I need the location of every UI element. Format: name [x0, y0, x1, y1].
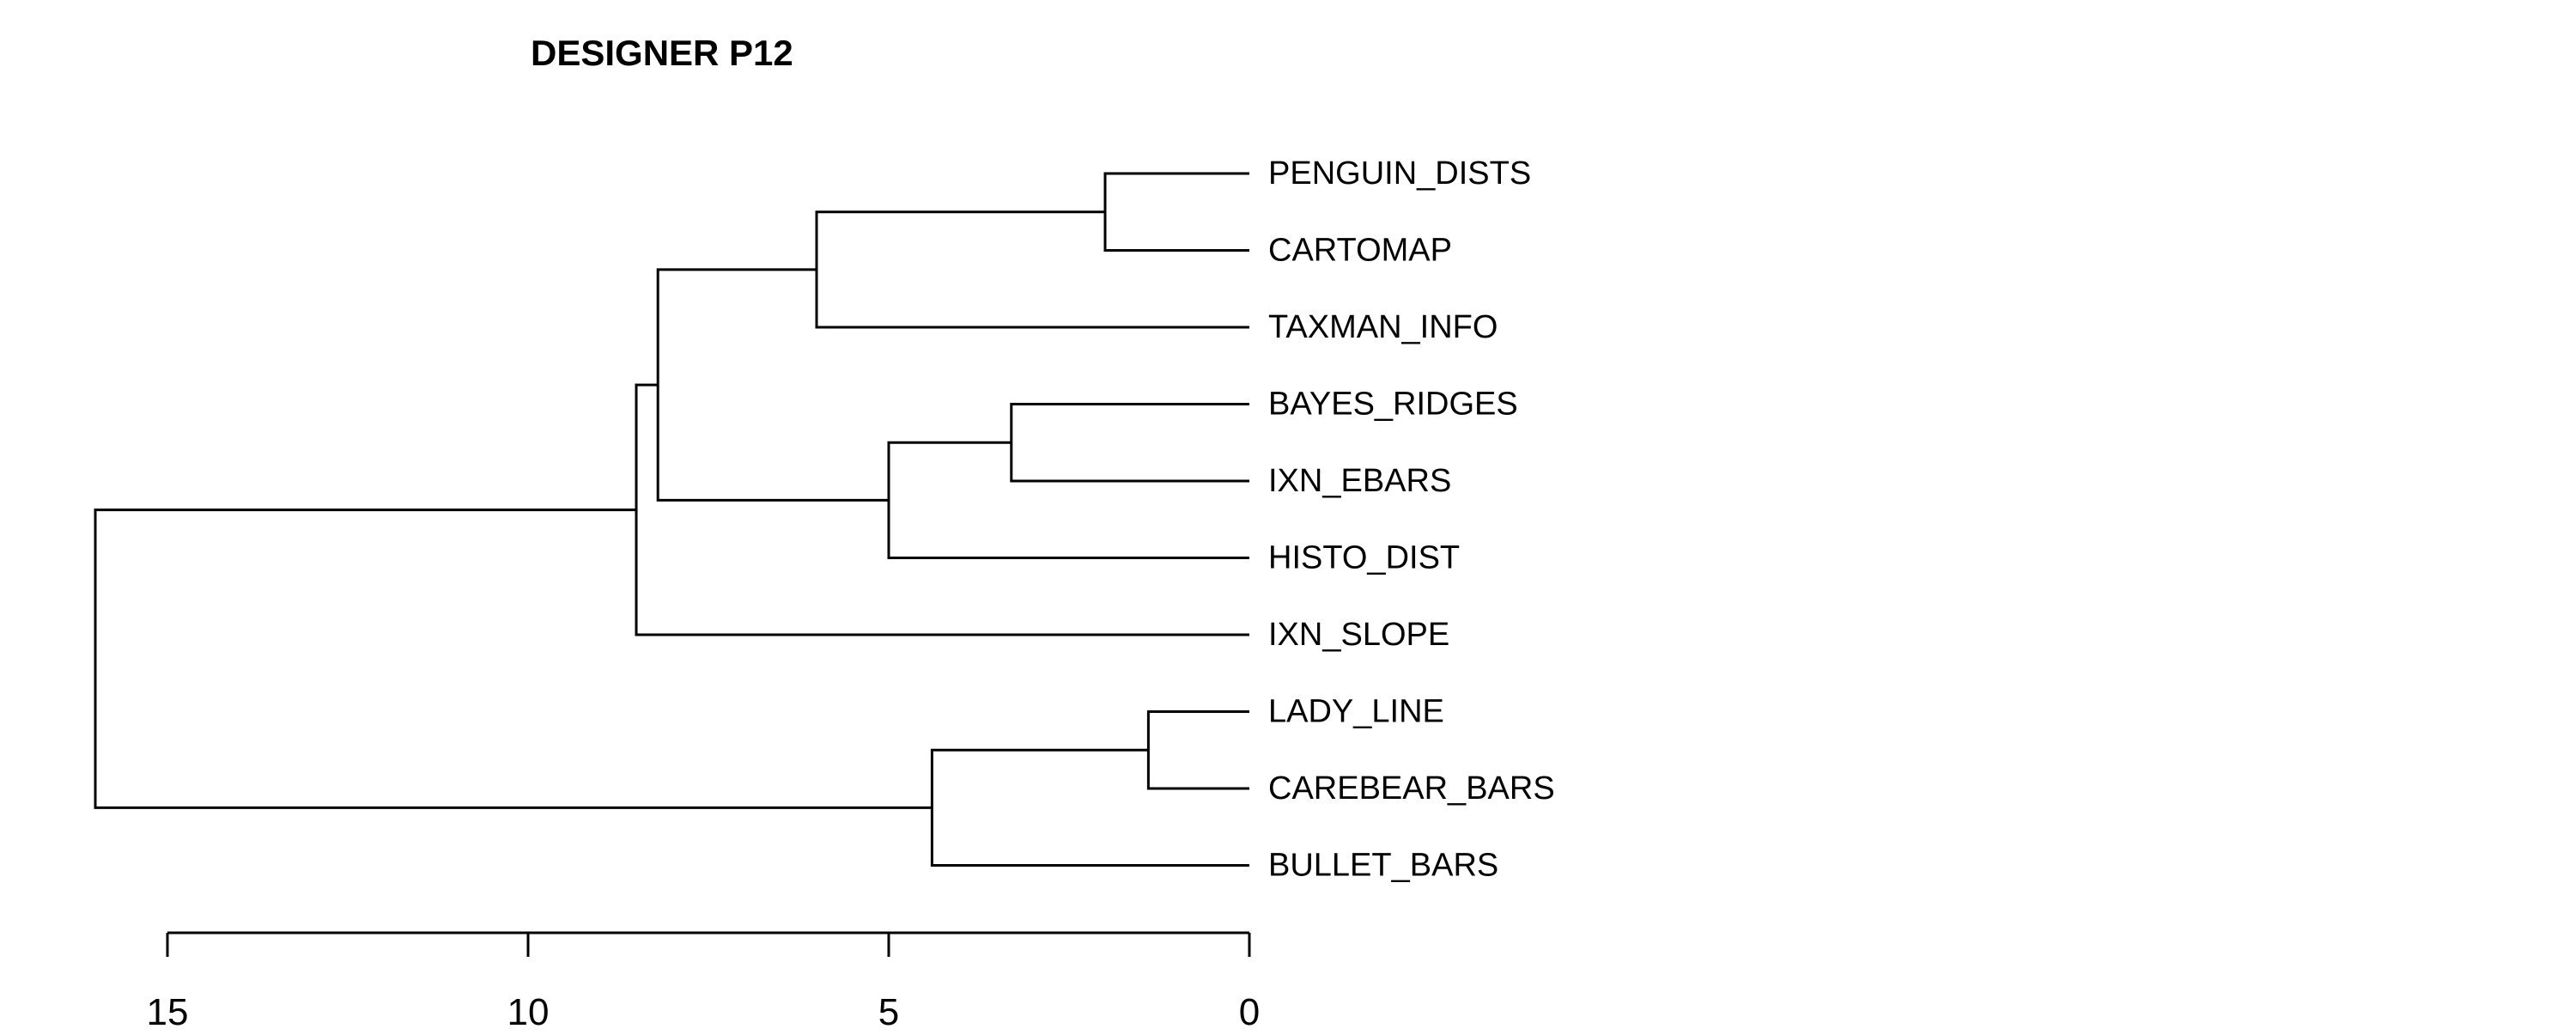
chart-title: DESIGNER P12 [531, 33, 793, 73]
axis-tick-label: 5 [878, 991, 899, 1031]
merge-link-m7 [1146, 710, 1249, 790]
merge-link-m3 [1010, 403, 1249, 483]
merge-link-m9 [94, 508, 933, 809]
leaf-label: HISTO_DIST [1268, 540, 1460, 576]
axis-tick-label: 0 [1239, 991, 1260, 1031]
merge-link-m1 [1103, 172, 1249, 252]
leaf-label: BAYES_RIDGES [1268, 387, 1518, 423]
merge-link-m5 [656, 268, 889, 502]
dendrogram-links [94, 172, 1249, 867]
leaf-label: PENGUIN_DISTS [1268, 155, 1531, 192]
height-axis: 15 10 5 0 [147, 931, 1260, 1033]
leaf-label: CARTOMAP [1268, 233, 1452, 269]
merge-link-m6 [635, 383, 1249, 636]
merge-link-m8 [930, 748, 1249, 867]
leaf-label: LADY_LINE [1268, 694, 1444, 730]
leaf-labels: PENGUIN_DISTS CARTOMAP TAXMAN_INFO BAYES_RI… [1268, 155, 1555, 884]
leaf-label: CAREBEAR_BARS [1268, 770, 1555, 807]
merge-link-m4 [887, 441, 1249, 559]
leaf-label: IXN_SLOPE [1268, 617, 1449, 653]
merge-link-m2 [815, 210, 1249, 329]
axis-tick-label: 10 [507, 991, 550, 1031]
axis-tick-label: 15 [147, 991, 189, 1031]
leaf-label: IXN_EBARS [1268, 463, 1451, 499]
leaf-label: BULLET_BARS [1268, 848, 1498, 884]
leaf-label: TAXMAN_INFO [1268, 309, 1498, 345]
